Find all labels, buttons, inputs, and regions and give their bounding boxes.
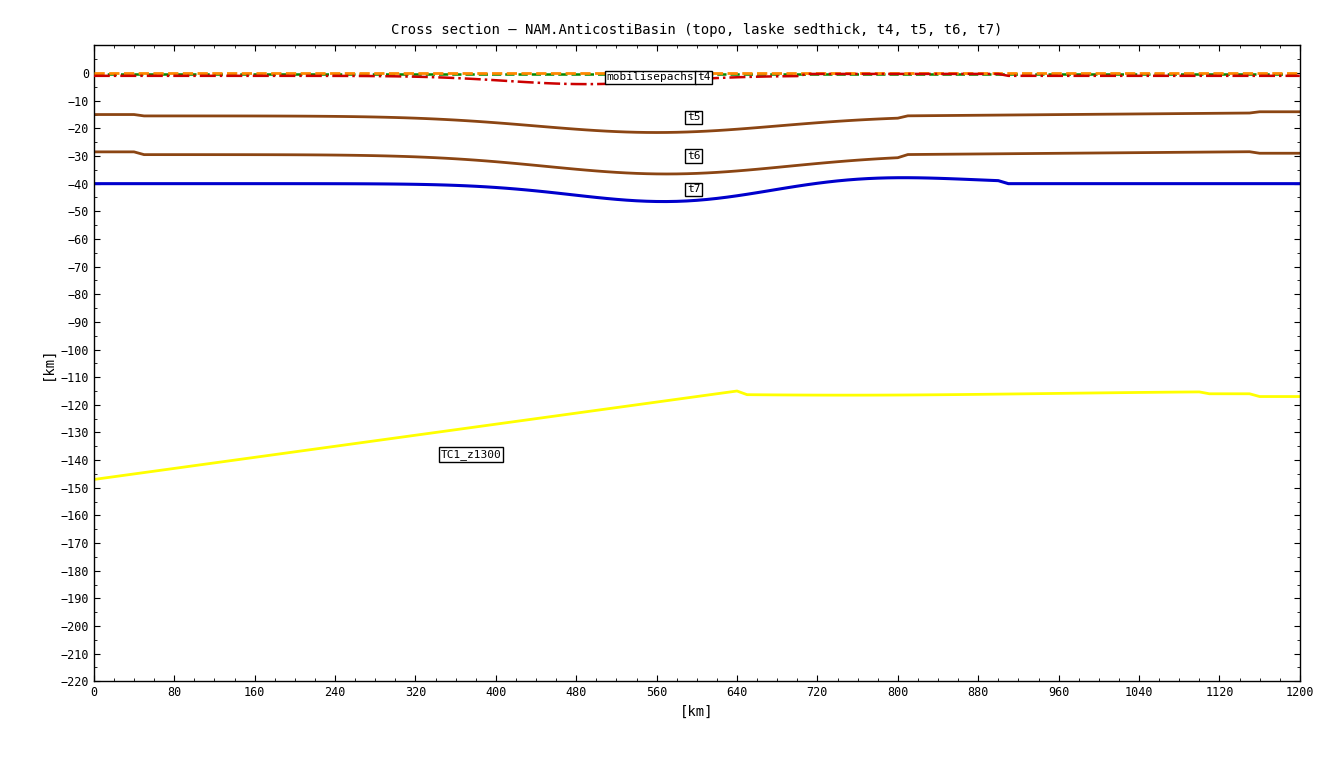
Text: TC1_z1300: TC1_z1300 — [441, 449, 501, 460]
Text: t4: t4 — [697, 72, 710, 83]
Y-axis label: [km]: [km] — [42, 347, 55, 380]
Text: t7: t7 — [686, 184, 701, 195]
Text: t6: t6 — [686, 151, 701, 161]
X-axis label: [km]: [km] — [679, 705, 713, 718]
Title: Cross section – NAM.AnticostiBasin (topo, laske sedthick, t4, t5, t6, t7): Cross section – NAM.AnticostiBasin (topo… — [391, 23, 1002, 37]
Text: t5: t5 — [686, 112, 701, 123]
Text: mobilisepachs: mobilisepachs — [607, 72, 694, 83]
